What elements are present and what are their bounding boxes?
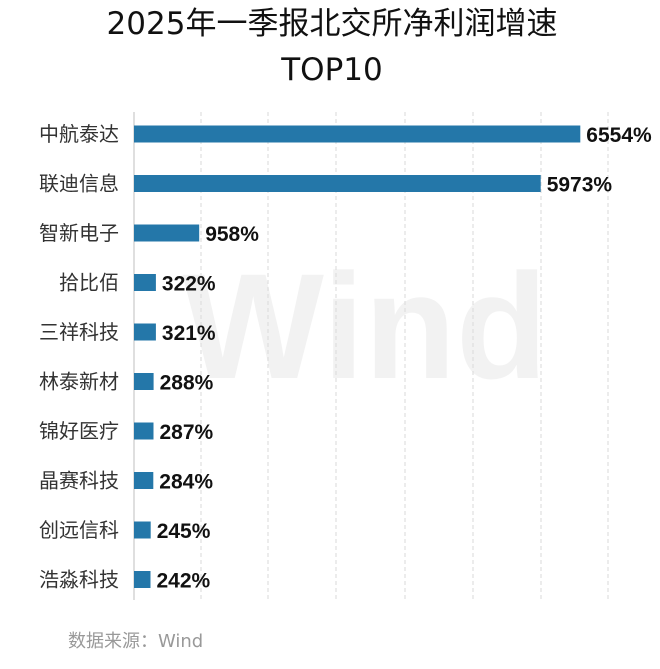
category-label-3: 智新电子 bbox=[39, 221, 119, 245]
bars bbox=[134, 125, 581, 588]
category-label-1: 中航泰达 bbox=[39, 122, 119, 146]
bar-10 bbox=[134, 571, 151, 588]
bar-3 bbox=[134, 224, 200, 242]
category-label-5: 三祥科技 bbox=[39, 320, 119, 344]
category-label-2: 联迪信息 bbox=[39, 172, 119, 196]
value-label-5: 321% bbox=[162, 322, 216, 345]
category-label-8: 晶赛科技 bbox=[39, 469, 119, 493]
source-note: 数据来源：Wind bbox=[68, 631, 203, 652]
category-label-6: 林泰新材 bbox=[39, 370, 119, 394]
value-label-10: 242% bbox=[157, 570, 211, 593]
bar-7 bbox=[134, 422, 154, 440]
chart-subtitle: TOP10 bbox=[280, 52, 382, 88]
category-label-7: 锦好医疗 bbox=[39, 419, 119, 443]
value-label-7: 287% bbox=[160, 421, 214, 444]
value-label-2: 5973% bbox=[547, 174, 613, 197]
bar-4 bbox=[134, 274, 156, 291]
bar-8 bbox=[134, 472, 154, 489]
category-label-4: 拾比佰 bbox=[59, 271, 119, 295]
value-label-9: 245% bbox=[157, 520, 211, 543]
category-label-9: 创远信科 bbox=[39, 518, 119, 542]
gridlines bbox=[200, 112, 609, 600]
value-label-8: 284% bbox=[159, 471, 213, 494]
bar-6 bbox=[134, 373, 154, 390]
chart-title: 2025年一季报北交所净利润增速 bbox=[107, 6, 558, 42]
value-label-1: 6554% bbox=[586, 124, 652, 147]
category-label-10: 浩淼科技 bbox=[39, 568, 119, 592]
value-label-6: 288% bbox=[160, 372, 214, 395]
watermark: Wind bbox=[182, 242, 547, 410]
bar-1 bbox=[134, 125, 581, 143]
value-label-3: 958% bbox=[205, 223, 259, 246]
value-labels: 6554% 5973% 958% 322% 321% 288% 287% 284% 245% 24… bbox=[157, 124, 653, 593]
bar-2 bbox=[134, 175, 541, 192]
value-label-4: 322% bbox=[162, 273, 216, 296]
bar-5 bbox=[134, 323, 156, 341]
bar-9 bbox=[134, 521, 151, 539]
